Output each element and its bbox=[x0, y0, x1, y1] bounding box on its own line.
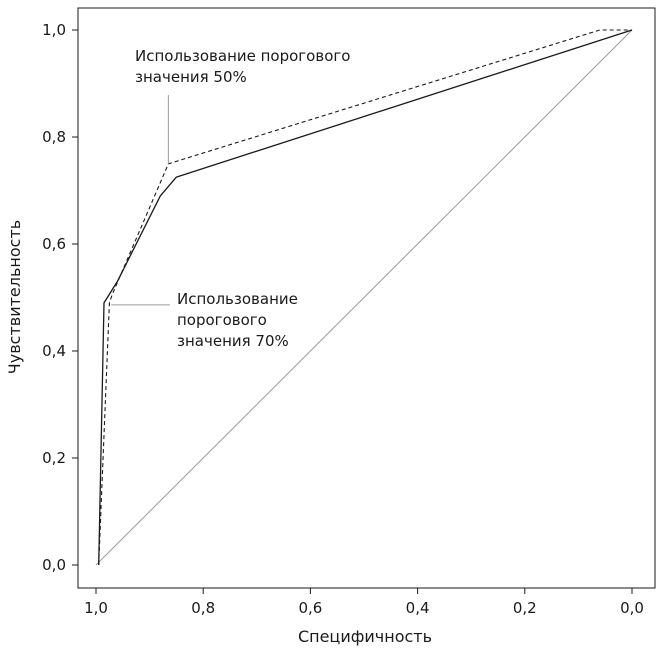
x-tick-label: 0,4 bbox=[406, 599, 430, 617]
x-tick-label: 1,0 bbox=[84, 599, 108, 617]
series-layer bbox=[98, 29, 633, 566]
annotation-70-text: значения 70% bbox=[177, 332, 289, 350]
axes-layer bbox=[77, 7, 656, 589]
x-tick-label: 0,6 bbox=[298, 599, 322, 617]
plot-frame bbox=[77, 7, 656, 589]
annotation-50-text: значения 50% bbox=[135, 68, 247, 86]
annotation-50-text: Использование порогового bbox=[135, 47, 350, 65]
x-axis-title: Специфичность bbox=[298, 627, 432, 646]
y-tick-label: 0,2 bbox=[42, 449, 66, 467]
x-tick-label: 0,2 bbox=[513, 599, 537, 617]
y-tick-label: 0,4 bbox=[42, 342, 66, 360]
roc-curve-solid bbox=[98, 29, 633, 566]
tick-layer: 1,0 0,8 0,6 0,4 0,2 0,0 0,0 0,2 0,4 0,6 0,8 1,0 bbox=[42, 21, 644, 617]
reference-layer bbox=[95, 29, 633, 566]
y-tick-label: 0,0 bbox=[42, 556, 66, 574]
roc-curve-dashed bbox=[98, 29, 632, 566]
annotation-layer: Использование порогового значения 50% Испо… bbox=[111, 47, 350, 350]
reference-diagonal bbox=[95, 29, 633, 566]
x-tick-label: 0,0 bbox=[620, 599, 644, 617]
y-tick-label: 0,6 bbox=[42, 235, 66, 253]
annotation-70-text: порогового bbox=[177, 311, 267, 329]
y-axis-title: Чувствительность bbox=[5, 220, 24, 374]
x-tick-label: 0,8 bbox=[191, 599, 215, 617]
annotation-70-text: Использование bbox=[177, 290, 298, 308]
y-tick-label: 1,0 bbox=[42, 21, 66, 39]
y-tick-label: 0,8 bbox=[42, 128, 66, 146]
